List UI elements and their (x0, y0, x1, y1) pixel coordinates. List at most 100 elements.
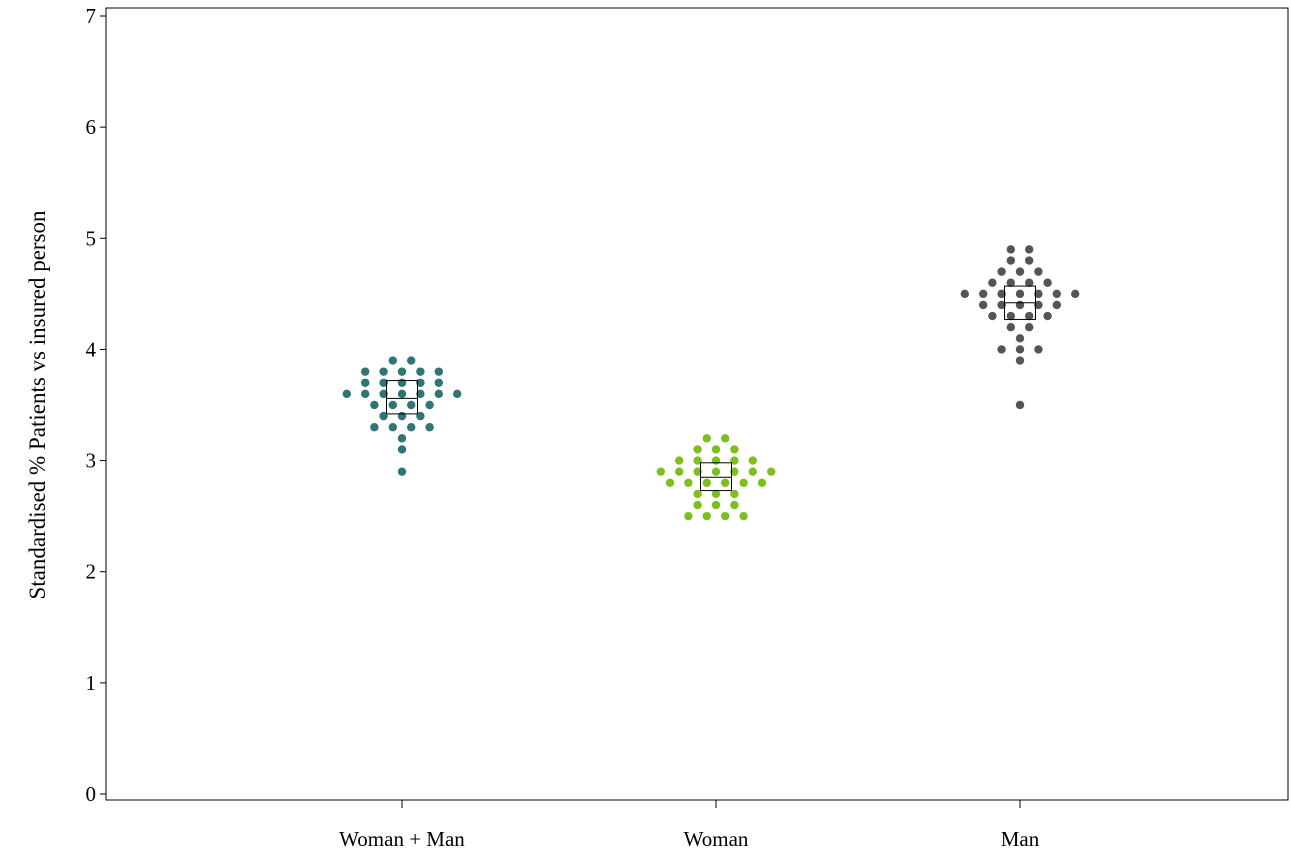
data-point (434, 378, 443, 387)
data-point (997, 289, 1006, 299)
axes (105, 7, 1289, 801)
data-point (675, 467, 684, 476)
y-ticks: 0 1 2 3 4 5 6 7 (86, 4, 106, 806)
data-point (1052, 300, 1062, 310)
mean-boxes (386, 285, 1036, 492)
data-point (702, 478, 711, 487)
data-point (342, 389, 351, 399)
data-point (721, 434, 730, 443)
data-point (1006, 245, 1015, 254)
data-point (379, 378, 388, 387)
y-tick-label: 1 (86, 671, 97, 695)
data-points (342, 245, 1080, 521)
data-point (1052, 289, 1062, 299)
x-tick-label: Woman + Man (339, 827, 465, 849)
data-point (1025, 323, 1034, 332)
data-point (702, 511, 711, 521)
data-point (721, 478, 730, 487)
data-point (1006, 323, 1015, 332)
data-point (684, 478, 693, 487)
data-point (730, 489, 739, 499)
data-point (434, 367, 443, 376)
data-point (397, 434, 407, 443)
data-point (434, 389, 443, 399)
data-point (361, 389, 370, 399)
data-point (693, 467, 702, 476)
data-point (711, 456, 721, 465)
data-point (748, 467, 757, 476)
data-point (1025, 278, 1034, 287)
data-point (1025, 311, 1034, 321)
mean-box (386, 380, 418, 415)
data-point (675, 456, 684, 465)
data-point (693, 445, 702, 454)
x-ticks: Woman + Man Woman Man (339, 800, 1040, 849)
data-point (425, 423, 434, 432)
data-point (397, 445, 407, 454)
data-point (711, 445, 721, 454)
data-point (361, 378, 370, 387)
data-point (416, 378, 425, 387)
data-point (979, 289, 988, 299)
data-point (1006, 311, 1015, 321)
data-point (1025, 256, 1034, 265)
data-point (379, 367, 388, 376)
y-tick-label: 6 (86, 115, 97, 139)
data-point (379, 411, 388, 421)
data-point (416, 367, 425, 376)
y-tick-label: 0 (86, 782, 97, 806)
data-point (730, 467, 739, 476)
data-point (1071, 289, 1080, 299)
data-point (1006, 256, 1015, 265)
data-point (1043, 278, 1052, 287)
data-point (416, 411, 425, 421)
data-point (397, 411, 407, 421)
data-point (693, 456, 702, 465)
data-point (397, 467, 407, 476)
data-point (997, 267, 1006, 276)
data-point (730, 456, 739, 465)
data-point (739, 478, 748, 487)
data-point (397, 378, 407, 387)
data-point (1015, 400, 1025, 410)
data-point (407, 400, 416, 410)
data-point (1043, 311, 1052, 321)
y-tick-label: 2 (86, 560, 97, 584)
data-point (665, 478, 675, 487)
data-point (453, 389, 462, 399)
y-tick-label: 7 (86, 4, 97, 28)
data-point (730, 445, 739, 454)
data-point (739, 511, 748, 521)
data-point (711, 500, 721, 510)
data-point (711, 467, 721, 476)
data-point (767, 467, 776, 476)
data-point (388, 400, 397, 410)
data-point (1015, 289, 1025, 299)
data-point (370, 400, 379, 410)
data-point (684, 511, 693, 521)
data-point (979, 300, 988, 310)
data-point (988, 311, 997, 321)
data-point (397, 389, 407, 399)
data-point (1034, 300, 1043, 310)
data-point (425, 400, 434, 410)
data-point (997, 345, 1006, 354)
data-point (1015, 345, 1025, 354)
data-point (1015, 334, 1025, 343)
data-point (997, 300, 1006, 310)
data-point (711, 489, 721, 499)
y-tick-label: 5 (86, 226, 97, 250)
data-point (988, 278, 997, 287)
data-point (1006, 278, 1015, 287)
data-point (361, 367, 370, 376)
mean-box (700, 462, 732, 492)
data-point (1015, 300, 1025, 310)
data-point (416, 389, 425, 399)
data-point (757, 478, 767, 487)
data-point (693, 489, 702, 499)
x-tick-label: Woman (684, 827, 749, 849)
data-point (693, 500, 702, 510)
data-point (748, 456, 757, 465)
data-point (960, 289, 969, 299)
